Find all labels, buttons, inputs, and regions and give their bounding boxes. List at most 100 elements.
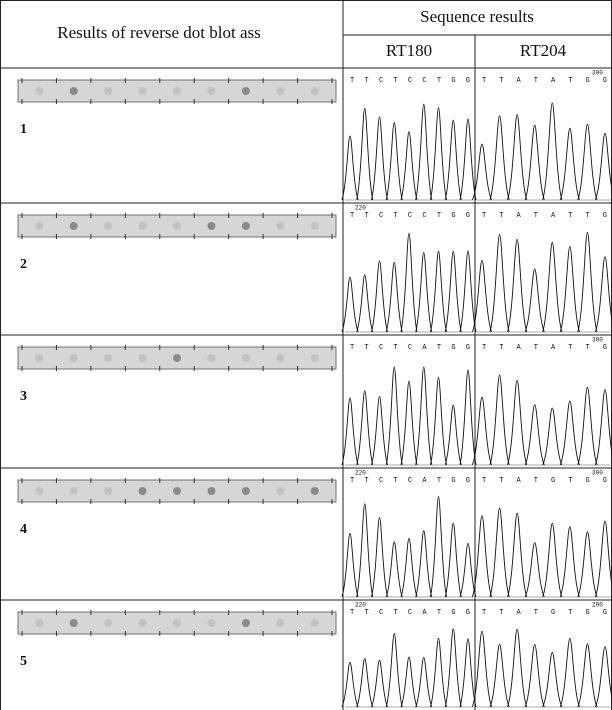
sequence-position: 300 [592,70,603,77]
blot-dot [70,222,78,230]
blot-dot [207,87,215,95]
blot-dot [139,354,147,362]
chromatogram-peak [595,390,612,465]
chromatogram-peak [401,233,417,332]
chromatogram-peak [560,128,579,200]
chromatogram-peak [525,543,544,597]
header-left: Results of reverse dot blot ass [57,23,261,42]
chromatogram-peak [490,234,509,332]
chromatogram-peak [490,644,509,707]
chromatogram-peak [386,262,402,332]
chromatogram-peak [371,261,387,332]
chromatogram-peak [525,644,544,707]
sequence-bases: T T C T C C T G G [350,212,470,220]
blot-dot [311,354,319,362]
chromatogram-peak [416,253,432,332]
blot-dot [104,354,112,362]
sequence-position: 220 [355,602,366,609]
blot-dot [35,619,43,627]
row-label: 3 [20,389,27,404]
chromatogram-peak [507,239,526,332]
chromatogram-peak [460,251,476,332]
chromatogram-peak [430,108,446,200]
chromatogram-peak [357,391,373,465]
header-group: Sequence results [420,7,534,26]
chromatogram-peak [401,538,417,597]
chromatogram-peak [460,639,476,707]
sequence-position: 220 [355,470,366,477]
chromatogram-peak [401,381,417,465]
blot-dot [35,354,43,362]
chromatogram-peak [371,660,387,707]
chromatogram-peak [445,523,461,597]
sequence-position: 220 [355,205,366,212]
sequence-bases: T T C T C A T G G [350,477,470,485]
blot-dot [311,222,319,230]
blot-dot [207,487,215,495]
chromatogram-peak [595,133,612,200]
sequence-bases: T T A T G T G G [482,477,607,485]
chromatogram-peak [543,523,562,597]
chromatogram-peak [525,405,544,465]
blot-dot [173,354,181,362]
blot-dot [173,619,181,627]
chromatogram-peak [416,657,432,707]
chromatogram-peak [342,136,358,200]
chromatogram-peak [430,251,446,332]
chromatogram-peak [342,277,358,332]
sequence-bases: T T A T G T G G [482,609,607,617]
blot-dot [207,354,215,362]
chromatogram-peak [342,533,358,597]
chromatogram-peak [543,652,562,707]
chromatogram-peak [578,387,597,465]
sequence-bases: T T C T C A T G G [350,609,470,617]
page: Results of reverse dot blot ass Sequence… [0,0,612,710]
chromatogram-peak [560,638,579,707]
blot-dot [276,487,284,495]
chromatogram-peak [460,370,476,465]
chromatogram-peak [578,532,597,597]
chromatogram-peak [595,647,612,707]
chromatogram-peak [371,117,387,200]
chromatogram-peak [357,108,373,200]
chromatogram-peak [460,119,476,200]
chromatogram-peak [543,242,562,332]
sequence-bases: T T A T A T T G [482,344,607,352]
chromatogram-peak [578,124,597,200]
blot-dot [311,487,319,495]
chromatogram-peak [401,132,417,200]
blot-dot [139,487,147,495]
blot-dot [311,87,319,95]
blot-dot [35,87,43,95]
blot-dot [35,487,43,495]
blot-dot [276,87,284,95]
header-column: RT204 [520,41,567,60]
chromatogram-peak [490,508,509,597]
chromatogram-peak [386,122,402,200]
row-label: 5 [20,654,27,669]
chromatogram-peak [371,397,387,465]
blot-dot [104,222,112,230]
blot-dot [276,619,284,627]
blot-dot [70,619,78,627]
sequence-position: 200 [592,602,603,609]
blot-dot [70,487,78,495]
chromatogram-peak [595,257,612,332]
chromatogram-peak [430,378,446,465]
chromatogram-peak [386,367,402,465]
chromatogram-peak [386,634,402,707]
chromatogram-peak [416,531,432,597]
chromatogram-peak [507,115,526,200]
blot-dot [70,87,78,95]
row-label: 2 [20,257,27,272]
chromatogram-peak [525,125,544,200]
sequence-position: 300 [592,337,603,344]
chromatogram-peak [507,513,526,597]
blot-dot [276,222,284,230]
chromatogram-peak [445,629,461,707]
blot-dot [104,87,112,95]
chromatogram-peak [430,638,446,707]
blot-dot [70,354,78,362]
blot-dot [173,487,181,495]
header-column: RT180 [386,41,432,60]
